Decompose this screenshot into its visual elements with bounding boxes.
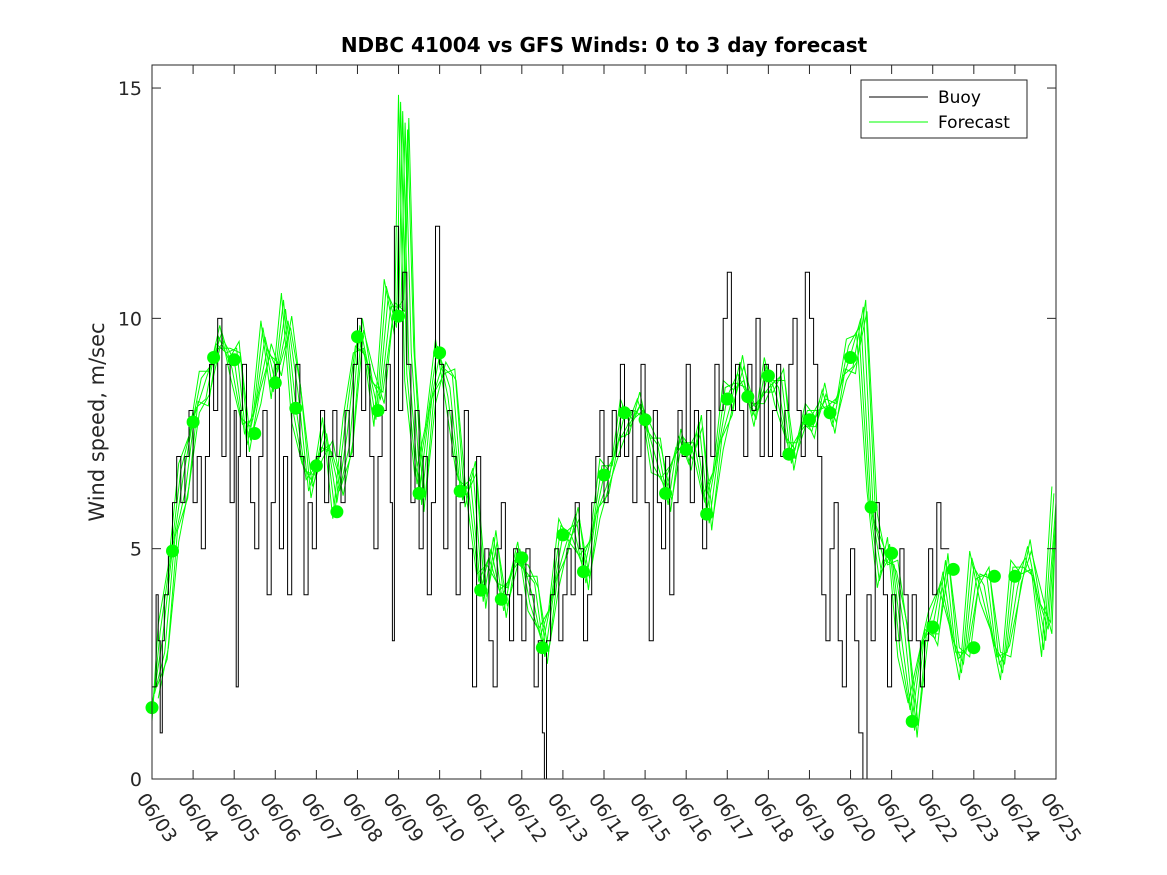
- forecast-marker: [227, 353, 241, 367]
- buoy-line: [152, 225, 950, 780]
- forecast-marker: [926, 620, 940, 634]
- x-tick-label: 06/22: [913, 789, 962, 846]
- forecast-marker: [844, 351, 857, 364]
- forecast-marker: [166, 544, 179, 558]
- forecast-marker: [864, 500, 878, 514]
- y-tick-label: 0: [130, 769, 142, 791]
- forecast-marker: [453, 484, 467, 498]
- forecast-marker: [371, 404, 385, 417]
- forecast-marker: [803, 413, 816, 427]
- forecast-marker: [556, 528, 570, 542]
- forecast-marker: [679, 443, 693, 457]
- y-tick-label: 5: [130, 539, 142, 561]
- forecast-marker: [433, 346, 447, 360]
- forecast-marker: [659, 486, 673, 500]
- legend: Buoy Forecast: [860, 79, 1028, 139]
- forecast-marker: [289, 401, 303, 415]
- forecast-marker: [761, 369, 775, 383]
- forecast-marker: [967, 641, 981, 655]
- x-tick-label: 06/12: [502, 789, 551, 846]
- forecast-marker: [412, 486, 426, 500]
- x-tick-label: 06/06: [255, 789, 304, 846]
- forecast-marker: [577, 565, 590, 579]
- forecast-marker: [351, 330, 364, 344]
- forecast-marker: [638, 413, 652, 427]
- x-tick-label: 06/04: [173, 789, 222, 846]
- x-tick-label: 06/23: [954, 789, 1003, 846]
- x-tick-label: 06/25: [1036, 789, 1085, 846]
- forecast-line-5: [151, 101, 1055, 715]
- x-tick-label: 06/13: [543, 789, 592, 846]
- legend-forecast-label: Forecast: [938, 113, 1010, 133]
- forecast-marker: [535, 641, 549, 655]
- forecast-marker: [186, 415, 200, 429]
- forecast-marker: [248, 427, 262, 440]
- x-tick-label: 06/11: [461, 789, 510, 846]
- x-tick-label: 06/24: [995, 789, 1044, 846]
- legend-box: [860, 79, 1028, 139]
- y-tick-label: 15: [118, 78, 142, 100]
- forecast-line-6: [157, 117, 1057, 727]
- y-tick-label: 10: [118, 308, 142, 330]
- x-tick-label: 06/10: [420, 789, 469, 846]
- x-tick-label: 06/14: [584, 789, 633, 846]
- x-tick-label: 06/15: [625, 789, 674, 846]
- x-tick-label: 06/19: [789, 789, 838, 846]
- x-tick-label: 06/03: [132, 789, 181, 846]
- forecast-marker: [700, 507, 714, 521]
- forecast-line-4: [154, 122, 1057, 731]
- x-tick-label: 06/07: [296, 789, 345, 846]
- forecast-marker: [309, 459, 323, 473]
- x-tick-label: 06/08: [337, 789, 386, 846]
- y-axis-label: Wind speed, m/sec: [85, 322, 109, 521]
- forecast-marker: [515, 551, 529, 565]
- series-layer: [145, 94, 1057, 780]
- forecast-marker: [905, 714, 919, 728]
- forecast-marker: [946, 562, 960, 576]
- forecast-marker: [1008, 569, 1022, 583]
- forecast-marker: [823, 406, 837, 420]
- forecast-marker: [330, 505, 344, 519]
- forecast-marker: [268, 376, 282, 390]
- forecast-marker: [782, 447, 796, 461]
- forecast-marker: [207, 351, 221, 364]
- x-tick-label: 06/09: [378, 789, 427, 846]
- x-tick-label: 06/05: [214, 789, 263, 846]
- x-tick-label: 06/16: [666, 789, 715, 846]
- x-tick-label: 06/21: [872, 789, 921, 846]
- x-tick-label: 06/18: [748, 789, 797, 846]
- forecast-marker: [392, 309, 405, 323]
- forecast-marker: [741, 390, 755, 404]
- forecast-marker: [494, 592, 508, 606]
- x-tick-label: 06/17: [707, 789, 756, 846]
- forecast-marker: [885, 546, 899, 560]
- legend-buoy-label: Buoy: [938, 88, 981, 108]
- x-tick-label: 06/20: [830, 789, 879, 846]
- forecast-marker: [474, 583, 488, 597]
- forecast-marker: [597, 468, 611, 482]
- forecast-marker: [720, 392, 734, 406]
- chart-title: NDBC 41004 vs GFS Winds: 0 to 3 day fore…: [341, 33, 868, 57]
- forecast-marker: [987, 569, 1001, 583]
- forecast-marker: [618, 406, 631, 420]
